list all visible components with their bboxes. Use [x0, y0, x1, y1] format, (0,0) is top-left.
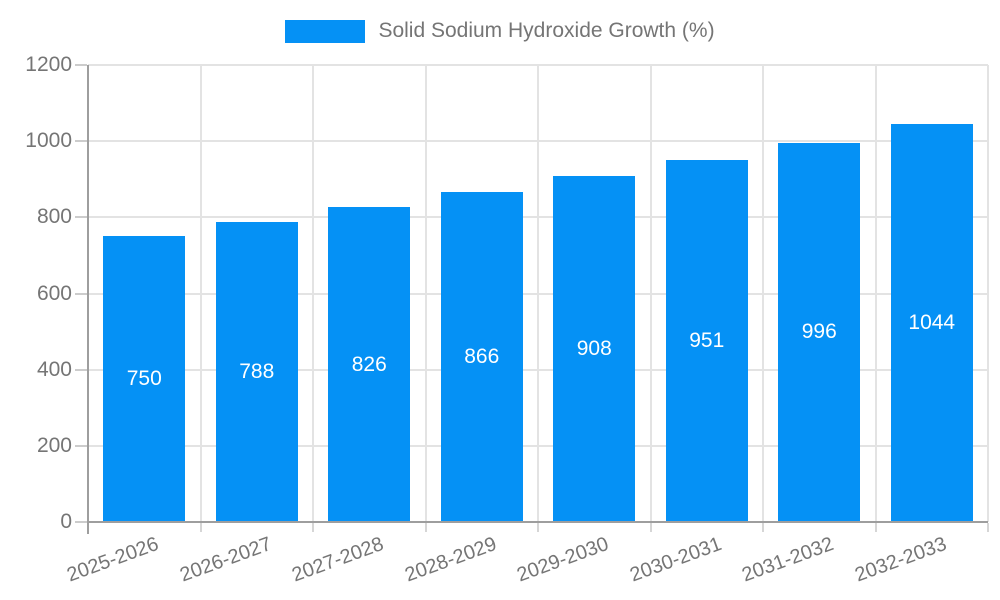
- y-tick-label: 0: [60, 510, 72, 533]
- bar-value-label: 750: [126, 367, 162, 391]
- y-tick-mark: [75, 64, 87, 66]
- bar: [215, 221, 298, 522]
- bar-value-label: 826: [351, 352, 387, 376]
- bar-value-label: 908: [576, 337, 612, 361]
- bar: [778, 142, 861, 522]
- gridline-v: [987, 65, 989, 522]
- bar: [553, 176, 636, 522]
- gridline-v: [424, 65, 427, 522]
- gridline-v: [762, 65, 764, 522]
- bar-value-label: 1044: [908, 311, 956, 335]
- bar: [665, 159, 748, 522]
- bar: [890, 124, 973, 522]
- y-tick-mark: [75, 444, 87, 447]
- y-tick-label: 1000: [25, 129, 72, 153]
- y-axis-line: [87, 65, 89, 534]
- y-tick-label: 400: [36, 357, 72, 381]
- y-tick-mark: [75, 140, 87, 143]
- y-tick-mark: [75, 521, 87, 523]
- bar-value-label: 996: [801, 320, 837, 344]
- gridline-v: [312, 65, 314, 522]
- bar: [103, 236, 186, 522]
- x-tick-mark: [649, 523, 652, 532]
- bar-value-label: 788: [239, 359, 275, 383]
- x-tick-mark: [987, 523, 989, 532]
- y-tick-mark: [75, 368, 87, 371]
- gridline-v: [874, 65, 877, 522]
- gridline-v: [537, 65, 539, 522]
- y-tick-label: 200: [36, 433, 72, 457]
- x-tick-mark: [537, 523, 539, 532]
- legend-label: Solid Sodium Hydroxide Growth (%): [378, 19, 715, 42]
- x-tick-mark: [424, 523, 427, 532]
- y-tick-label: 1200: [25, 53, 72, 76]
- chart-legend[interactable]: Solid Sodium Hydroxide Growth (%): [0, 19, 1000, 43]
- x-tick-mark: [762, 523, 764, 532]
- bar: [328, 207, 411, 522]
- y-tick-label: 600: [36, 281, 72, 305]
- x-tick-mark: [874, 523, 877, 532]
- bar: [440, 192, 523, 522]
- bar-value-label: 951: [689, 328, 725, 352]
- x-tick-mark: [312, 523, 314, 532]
- gridline-v: [649, 65, 652, 522]
- gridline-v: [199, 65, 202, 522]
- y-tick-label: 800: [36, 205, 72, 229]
- y-tick-mark: [75, 216, 87, 219]
- x-axis-line: [87, 521, 988, 523]
- bar-value-label: 866: [464, 345, 500, 369]
- y-tick-mark: [75, 292, 87, 295]
- legend-swatch: [285, 19, 366, 43]
- x-tick-mark: [199, 523, 202, 532]
